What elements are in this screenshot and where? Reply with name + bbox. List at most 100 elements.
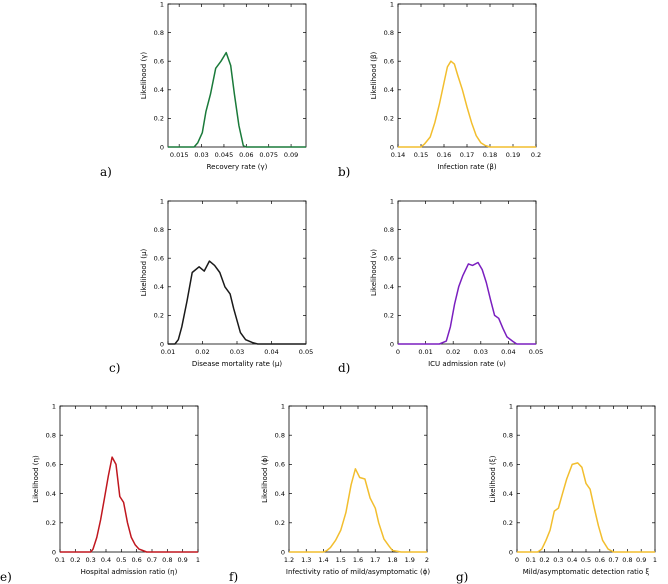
y-axis-label: Likelihood (η)	[32, 455, 40, 503]
x-tick-label: 0.02	[195, 348, 209, 356]
plot-frame	[397, 3, 537, 148]
y-tick-label: 0	[390, 340, 394, 348]
x-tick-label: 0.02	[446, 348, 460, 356]
x-tick-label: 0.03	[230, 348, 244, 356]
y-axis-label: Likelihood (ν)	[370, 249, 378, 296]
chart-panel: 0 0.2 0.4 0.6 0.8 1 0.015 0.03 0.045 0.06 0.075 0.0…	[100, 0, 307, 179]
x-tick-label: 0.2	[539, 556, 549, 564]
chart-panel: 00.20.40.60.810 0.1 0.2 0.3 0.4 0.5 0.6 0.7 0.8 0…	[456, 402, 657, 584]
y-tick-label: 1	[509, 402, 513, 410]
y-tick-label: 0	[281, 548, 285, 556]
likelihood-series-line	[168, 51, 306, 148]
x-tick-label: 0.16	[437, 151, 451, 159]
plot-frame	[59, 405, 199, 553]
y-axis-label: Likelihood (ξ)	[489, 455, 497, 502]
x-axis-label: ICU admission rate (ν)	[428, 360, 506, 368]
x-tick-label: 0.3	[553, 556, 563, 564]
y-tick-label: 0.8	[384, 226, 394, 234]
panel-label: g)	[456, 570, 468, 584]
y-tick-label: 0.8	[275, 432, 285, 440]
x-tick-label: 0.1	[55, 556, 65, 564]
x-tick-label: 0.2	[70, 556, 80, 564]
x-axis-label: Mild/asymptomatic detection ratio ξ	[523, 568, 650, 576]
y-tick-label: 1	[52, 402, 56, 410]
y-tick-label: 0.4	[275, 490, 285, 498]
y-axis-label: Likelihood (β)	[370, 52, 378, 100]
y-tick-label: 0.6	[154, 58, 164, 66]
x-tick-label: 0.4	[101, 556, 111, 564]
y-axis-label: Likelihood (μ)	[140, 249, 148, 297]
panel-label: a)	[100, 165, 112, 179]
x-tick-label: 1.9	[405, 556, 415, 564]
x-tick-label: 0.6	[131, 556, 141, 564]
x-tick-label: 0.01	[418, 348, 432, 356]
x-tick-label: 0.14	[391, 151, 405, 159]
chart-panel: 0 0.2 0.4 0.6 0.8 1 1.2 1.3 1.4 1.5 1.6 1.7 1.8 1.9 2 I…	[229, 402, 430, 584]
y-tick-label: 0.8	[46, 432, 56, 440]
x-tick-label: 1.8	[387, 556, 397, 564]
panel-label: f)	[229, 570, 238, 584]
y-tick-label: 0.8	[154, 226, 164, 234]
y-tick-label: 1	[390, 197, 394, 205]
x-tick-label: 0.4	[567, 556, 577, 564]
x-tick-label: 0.8	[162, 556, 172, 564]
likelihood-series-line	[398, 261, 536, 345]
panel-label: e)	[0, 570, 12, 584]
y-tick-label: 0.4	[154, 283, 164, 291]
plot-frame	[167, 3, 307, 148]
y-tick-label: 1	[390, 0, 394, 8]
y-tick-label: 0	[52, 548, 56, 556]
x-axis-label: Disease mortality rate (μ)	[192, 360, 282, 368]
x-axis-label: Infectivity ratio of mild/asymptomatic (…	[286, 568, 430, 576]
y-tick-label: 0	[390, 143, 394, 151]
plot-frame	[397, 200, 537, 345]
x-tick-label: 0.05	[299, 348, 313, 356]
x-tick-label: 1.3	[301, 556, 311, 564]
x-tick-label: 0.8	[622, 556, 632, 564]
x-tick-label: 0.1	[526, 556, 536, 564]
x-tick-label: 1	[196, 556, 200, 564]
y-tick-label: 0.6	[384, 58, 394, 66]
y-tick-label: 0.2	[275, 519, 285, 527]
x-tick-label: 1.2	[284, 556, 294, 564]
y-tick-label: 0.4	[46, 490, 56, 498]
y-tick-label: 0.2	[154, 312, 164, 320]
x-tick-label: 0.9	[177, 556, 187, 564]
x-tick-label: 0.19	[506, 151, 520, 159]
y-tick-label: 0	[160, 340, 164, 348]
x-tick-label: 0.9	[636, 556, 646, 564]
x-tick-label: 0.015	[170, 151, 189, 159]
x-tick-label: 0.15	[414, 151, 428, 159]
panel-label: c)	[109, 361, 120, 375]
x-tick-label: 0.09	[284, 151, 298, 159]
chart-panel: 0 0.2 0.4 0.6 0.8 1 0 0.01 0.02 0.03 0.04 0.05 ICU a…	[338, 197, 543, 375]
likelihood-series-line	[60, 456, 198, 553]
x-axis-label: Hospital admission ratio (η)	[81, 568, 178, 576]
y-tick-label: 0.6	[154, 255, 164, 263]
x-tick-label: 0.5	[116, 556, 126, 564]
y-tick-label: 0.2	[503, 519, 513, 527]
y-axis-label: Likelihood (ϕ)	[261, 455, 269, 503]
x-tick-label: 0.3	[85, 556, 95, 564]
x-tick-label: 0.5	[581, 556, 591, 564]
x-tick-label: 2	[425, 556, 429, 564]
x-tick-label: 0.01	[161, 348, 175, 356]
panel-label: d)	[338, 361, 350, 375]
y-tick-label: 0.8	[503, 432, 513, 440]
y-tick-label: 0	[160, 143, 164, 151]
y-tick-label: 0.4	[384, 283, 394, 291]
likelihood-series-line	[398, 60, 536, 148]
y-tick-label: 0.6	[275, 461, 285, 469]
chart-panel: 0 0.2 0.4 0.6 0.8 1 0.14 0.15 0.16 0.17 0.18 0.19 0.…	[338, 0, 541, 179]
y-tick-label: 0.8	[154, 29, 164, 37]
x-tick-label: 0.6	[595, 556, 605, 564]
x-tick-label: 0.03	[474, 348, 488, 356]
plot-frame	[288, 405, 428, 553]
x-tick-label: 0	[396, 348, 400, 356]
x-tick-label: 0.075	[259, 151, 278, 159]
x-tick-label: 0.04	[501, 348, 515, 356]
y-tick-label: 0.6	[46, 461, 56, 469]
x-tick-label: 0.17	[460, 151, 474, 159]
x-tick-label: 0.7	[608, 556, 618, 564]
y-tick-label: 0.4	[384, 86, 394, 94]
